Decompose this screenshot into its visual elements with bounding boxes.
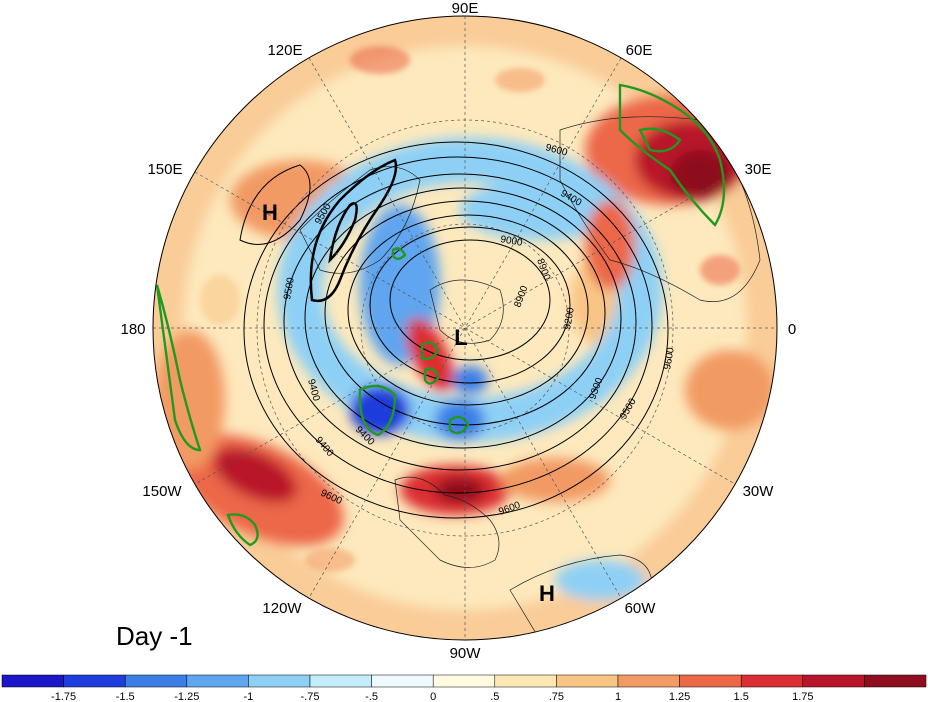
colorbar-tick-label: -.5 (365, 691, 378, 702)
height-contours (239, 141, 669, 519)
lon-label-60w: 60W (625, 600, 657, 617)
contour-label: 9200 (562, 306, 577, 330)
colorbar-swatch (802, 674, 865, 688)
colorbar-tick-label: 1.25 (669, 691, 690, 702)
colorbar-tick-label: 1.75 (792, 691, 813, 702)
contour-label: 9500 (282, 276, 297, 300)
lon-label-0: 0 (788, 321, 796, 338)
colorbar-swatch (309, 674, 372, 688)
lon-label-180: 180 (120, 321, 145, 338)
colorbar-tick-label: -1.25 (174, 691, 199, 702)
colorbar-swatch (864, 674, 927, 688)
graticule (153, 16, 777, 640)
contour-label: 9600 (662, 346, 677, 370)
low-pressure-label: L (454, 325, 467, 350)
colorbar-tick-label: 0 (430, 691, 436, 702)
colorbar-swatch (124, 674, 188, 688)
high-pressure-label: H (262, 200, 278, 225)
colorbar-swatch (1, 674, 64, 688)
lon-label-30w: 30W (743, 483, 775, 500)
contour-label: 9000 (499, 234, 523, 249)
colorbar-tick-label: -1.5 (116, 691, 135, 702)
colorbar-tick-label: 1 (615, 691, 621, 702)
colorbar-tick-label: -.75 (301, 691, 320, 702)
colorbar-swatch (248, 674, 311, 688)
colorbar-swatch (556, 674, 619, 688)
panel-label: Day -1 (116, 621, 193, 651)
lon-label-150e: 150E (147, 161, 182, 178)
colorbar-swatch (63, 674, 126, 688)
colorbar-tick-label: 1.5 (734, 691, 749, 702)
colorbar-swatch (679, 674, 742, 688)
colorbar-swatch (186, 674, 249, 688)
colorbar-swatch (371, 674, 434, 688)
lon-label-120e: 120E (267, 42, 302, 59)
colorbar-tick-label: .75 (549, 691, 564, 702)
lon-label-30e: 30E (745, 161, 772, 178)
colorbar-swatch (494, 674, 557, 688)
lon-label-60e: 60E (626, 42, 653, 59)
colorbar-swatch (740, 674, 804, 688)
colorbar-swatch (432, 674, 496, 688)
thick-contour (309, 158, 398, 303)
contour-labels: 9600 9500 9400 9000 8900 9200 9300 9400 … (282, 142, 677, 518)
lon-label-90w: 90W (450, 645, 482, 662)
high-pressure-label: H (539, 581, 555, 606)
colorbar-tick-label: -1 (244, 691, 254, 702)
lon-label-90e: 90E (452, 0, 479, 17)
colorbar-swatch (617, 674, 680, 688)
colorbar-tick-label: .5 (490, 691, 499, 702)
colorbar-tick-label: -1.75 (51, 691, 76, 702)
lon-label-120w: 120W (262, 600, 302, 617)
map-boundary (152, 15, 778, 641)
colorbar: -1.75 -1.5 -1.25 -1 -.75 -.5 0 .5 .75 1 1.25 1.5 1.7… (1, 674, 927, 702)
lon-label-150w: 150W (142, 483, 182, 500)
longitude-labels: 90E 60E 30E 0 30W 60W 90W 120W 150W 180 … (120, 0, 796, 662)
